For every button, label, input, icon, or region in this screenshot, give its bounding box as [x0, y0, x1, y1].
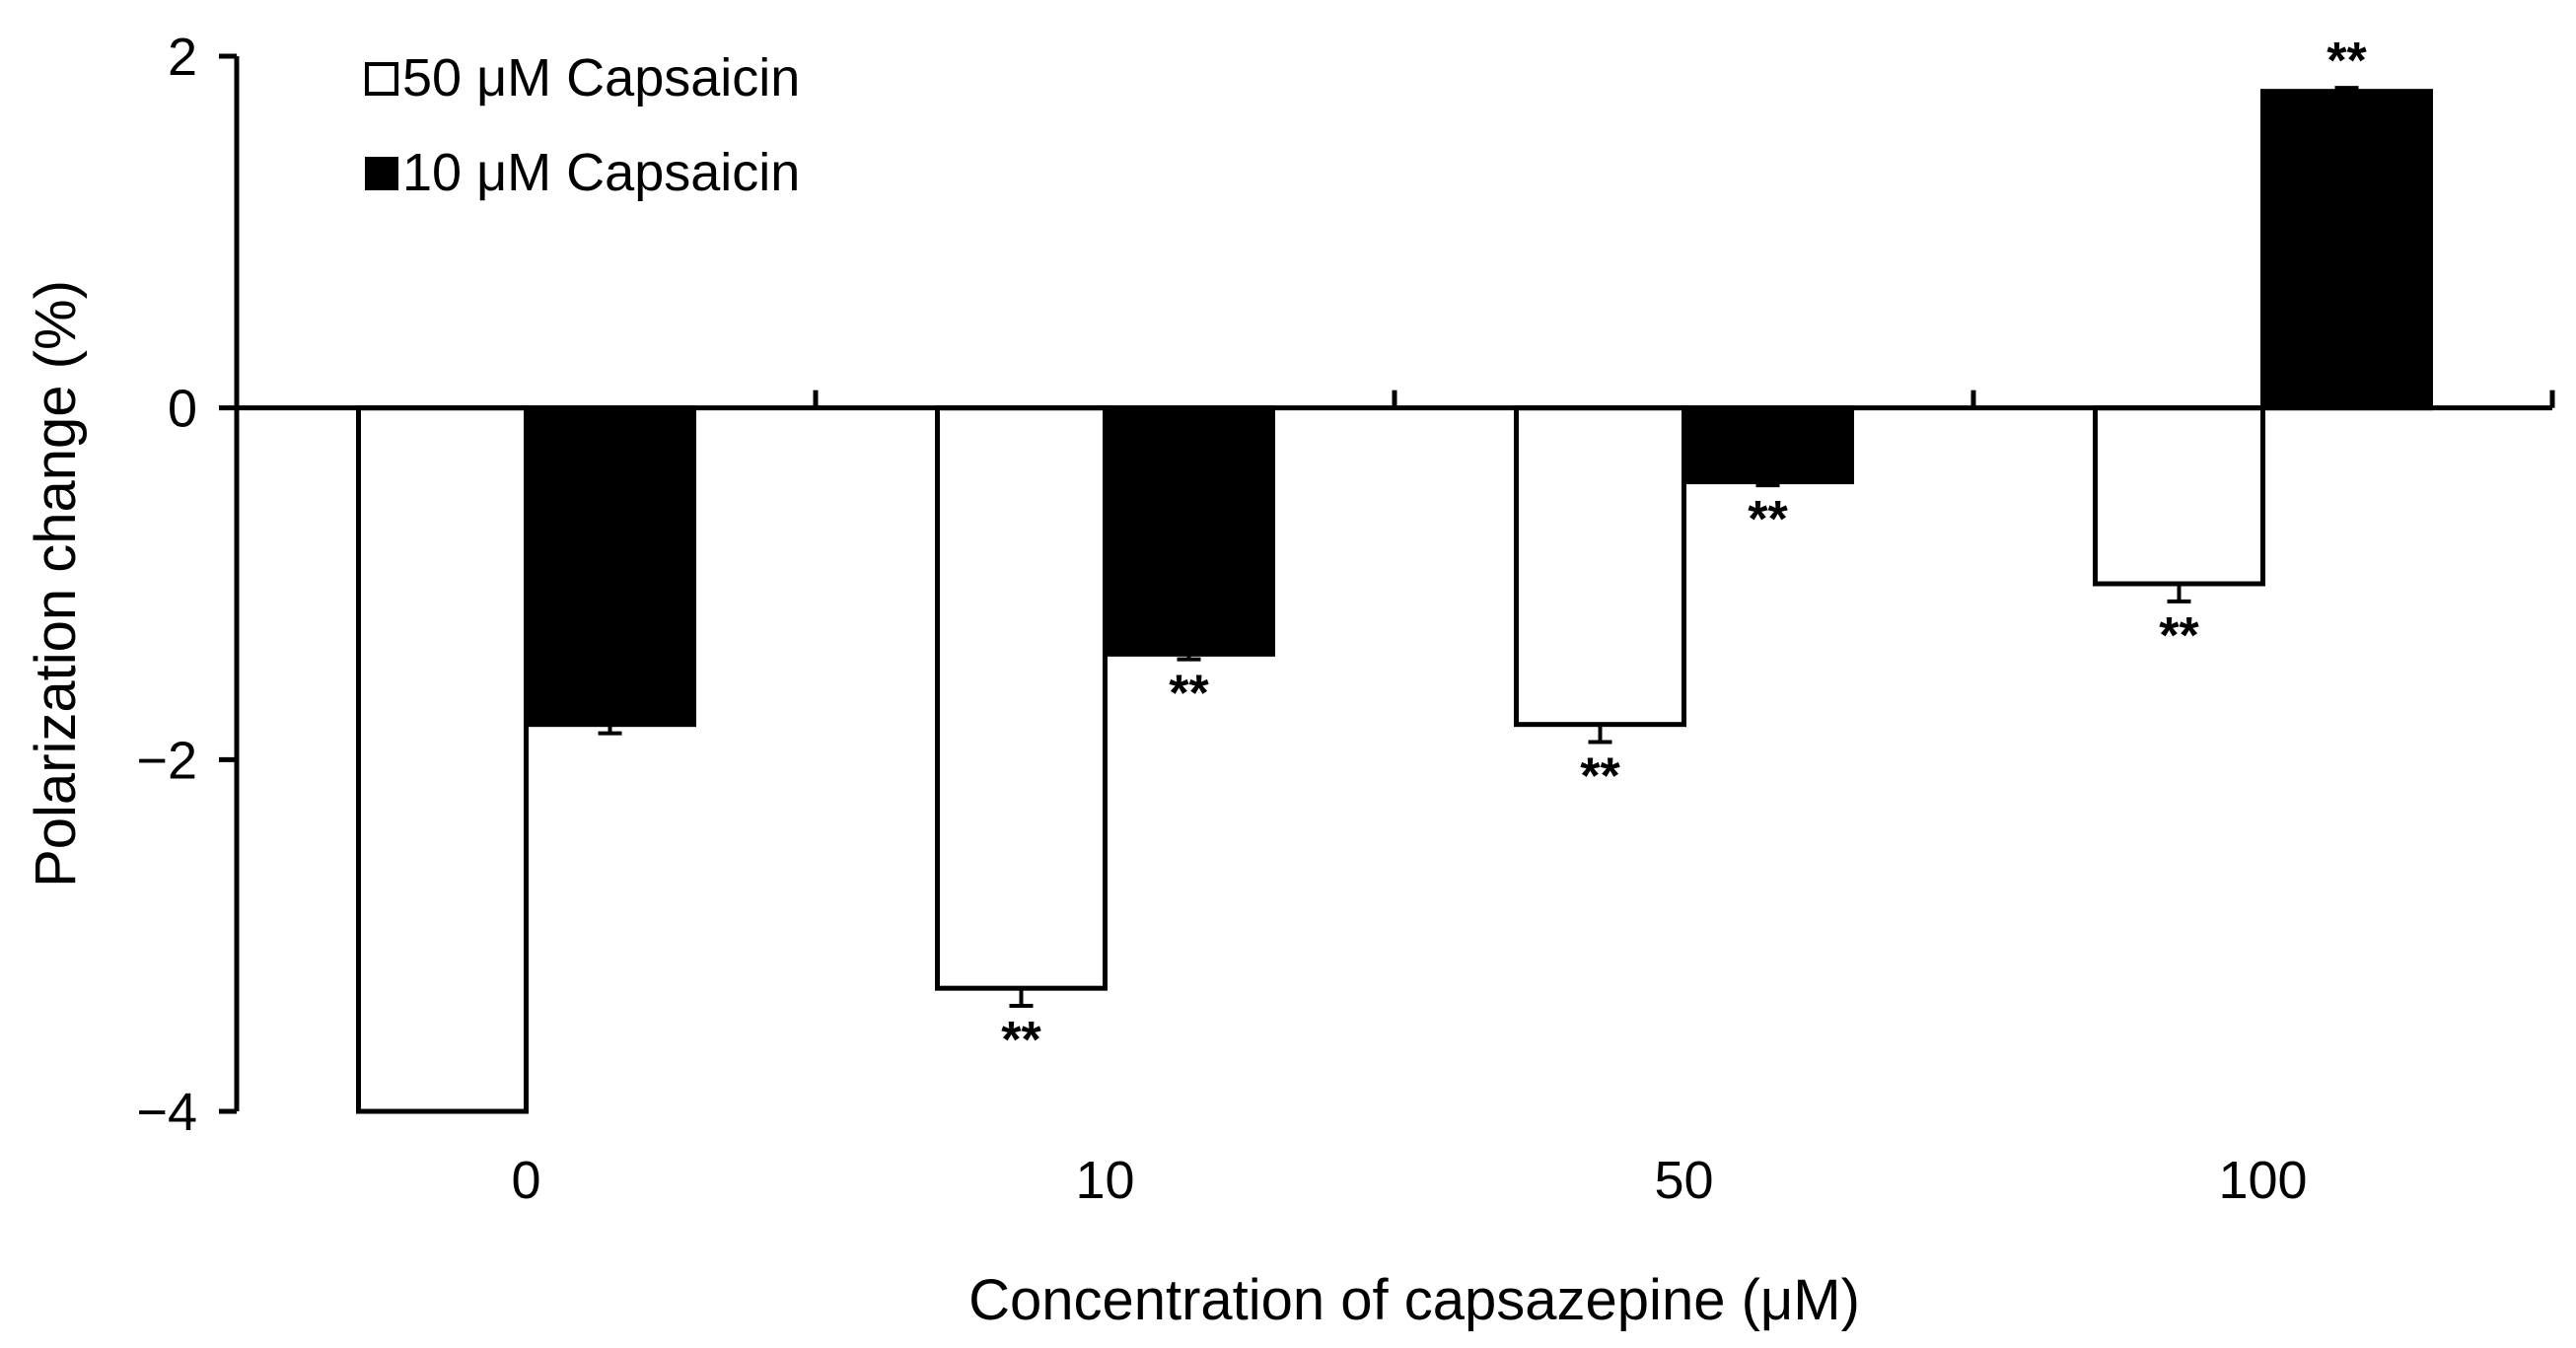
bar-capsaicin-10uM-50: [1682, 405, 1854, 485]
y-tick-label: 0: [168, 380, 197, 439]
bar-capsaicin-10uM-10: [1103, 405, 1275, 657]
significance-marker: **: [1748, 491, 1788, 548]
x-axis-title: Concentration of capsazepine (μM): [968, 1268, 1860, 1332]
x-tick-label: 0: [511, 1151, 540, 1210]
legend-label: 50 μM Capsaicin: [402, 48, 800, 107]
significance-marker: **: [1001, 1012, 1041, 1069]
bar-capsaicin-50uM-100: [2093, 405, 2265, 587]
significance-marker: **: [1169, 666, 1209, 723]
x-tick-label: 100: [2218, 1151, 2307, 1210]
x-tick-label: 50: [1654, 1151, 1713, 1210]
bar-capsaicin-50uM-50: [1514, 405, 1686, 728]
legend-swatch: [365, 62, 398, 96]
legend-swatch: [365, 157, 398, 190]
y-tick-label: 2: [168, 28, 197, 87]
legend-label: 10 μM Capsaicin: [402, 143, 800, 202]
bar-capsaicin-10uM-0: [524, 405, 696, 728]
bar-capsaicin-10uM-100: [2260, 89, 2433, 411]
significance-marker: **: [1580, 748, 1620, 806]
significance-marker: **: [2159, 607, 2199, 665]
bar-capsaicin-50uM-10: [935, 405, 1108, 991]
x-tick-label: 10: [1075, 1151, 1134, 1210]
y-tick-label: −2: [136, 731, 197, 790]
significance-marker: **: [2326, 33, 2367, 90]
y-tick-label: −4: [136, 1083, 197, 1142]
y-axis-title: Polarization change (%): [24, 280, 88, 887]
bar-capsaicin-50uM-0: [356, 405, 529, 1114]
